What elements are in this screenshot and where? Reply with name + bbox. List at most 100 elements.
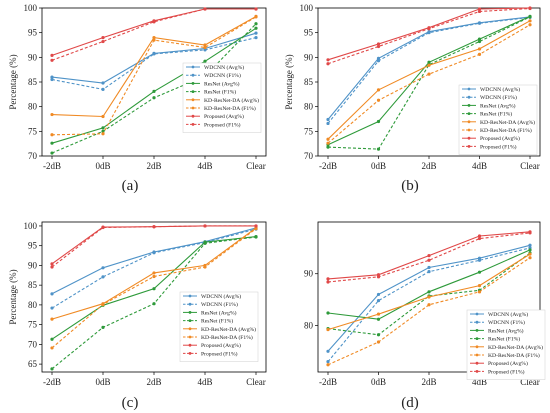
x-tick-label: 4dB (472, 377, 487, 387)
legend-box (458, 84, 538, 155)
data-point (101, 225, 105, 230)
y-tick-label: 95 (304, 28, 314, 38)
y-tick-label: 85 (28, 77, 38, 87)
data-point (427, 265, 431, 270)
x-tick-label: 0dB (371, 161, 386, 171)
y-tick-label: 100 (300, 3, 314, 13)
data-point (528, 248, 532, 252)
data-point (477, 290, 482, 294)
x-tick-label: 2dB (146, 161, 161, 171)
data-point (326, 58, 330, 62)
legend-entry: ResNet (F1%) (204, 89, 236, 96)
data-point (254, 31, 258, 35)
legend-entry: Proposed (Avg%) (488, 360, 528, 367)
data-point (326, 311, 330, 315)
data-point (152, 251, 156, 255)
data-point (326, 62, 330, 66)
data-point (50, 292, 54, 296)
data-point (50, 346, 54, 350)
series-line-8 (327, 7, 531, 65)
panel-caption: (c) (122, 395, 139, 411)
legend-marker (467, 145, 471, 148)
data-point (427, 31, 431, 35)
legend-marker (191, 65, 195, 69)
legend-marker (188, 352, 192, 355)
data-point (376, 340, 381, 344)
data-point (427, 63, 431, 67)
x-tick-label: 2dB (421, 377, 436, 387)
data-point (477, 258, 482, 262)
data-point (254, 224, 258, 228)
data-point (254, 26, 258, 30)
data-point (427, 27, 431, 31)
series-line-6 (327, 257, 531, 366)
series-line-2 (51, 37, 257, 90)
legend-entry: KD-ResNet-DA (F1%) (488, 352, 540, 359)
legend-entry: Proposed (F1%) (480, 143, 517, 150)
data-point (101, 39, 105, 44)
legend-entry: KD-ResNet-DA (F1%) (480, 127, 532, 134)
data-point (50, 151, 54, 155)
data-point (203, 45, 207, 50)
data-point (50, 337, 54, 341)
data-point (477, 7, 482, 11)
data-point (50, 317, 54, 321)
legend-marker (467, 95, 471, 99)
legend-marker (475, 337, 479, 340)
data-point (203, 7, 207, 11)
legend-marker (188, 327, 192, 331)
y-tick-label: 80 (304, 320, 314, 330)
data-point (376, 312, 381, 316)
data-point (376, 56, 381, 60)
data-point (477, 21, 482, 25)
data-point (101, 81, 105, 85)
data-point (152, 287, 156, 291)
x-tick-label: Clear (246, 377, 266, 387)
data-point (152, 271, 156, 275)
legend-entry: ResNet (Avg%) (204, 80, 240, 87)
data-point (254, 235, 258, 239)
data-point (254, 227, 258, 231)
data-point (376, 98, 381, 102)
data-point (376, 147, 381, 151)
legend-entry: ResNet (F1%) (488, 336, 520, 343)
data-point (376, 59, 381, 63)
data-point (254, 36, 258, 40)
legend-entry: Proposed (Avg%) (480, 135, 520, 142)
y-tick-label: 90 (28, 260, 38, 270)
y-tick-label: 75 (28, 320, 38, 330)
data-point (326, 137, 330, 141)
legend: WDCNN (Avg%)WDCNN (F1%)ResNet (Avg%) ResN… (182, 62, 262, 133)
y-tick-label: 95 (28, 28, 38, 38)
legend-entry: WDCNN (F1%) (204, 72, 241, 79)
legend-box (466, 309, 546, 380)
x-tick-label: Clear (520, 161, 540, 171)
legend-marker (191, 90, 195, 93)
data-point (203, 265, 207, 269)
y-tick-label: 70 (28, 151, 38, 161)
data-point (427, 254, 431, 258)
legend-marker (188, 294, 192, 298)
legend-marker (467, 120, 471, 124)
y-tick-label: 85 (304, 77, 314, 87)
legend-entry: ResNet (F1%) (480, 111, 512, 118)
legend-entry: ResNet (Avg%) (201, 309, 237, 316)
legend-entry: KD-ResNet-DA (Avg%) (480, 119, 535, 126)
legend-marker (475, 312, 479, 316)
series-line-8 (327, 232, 531, 283)
legend-marker (467, 136, 471, 140)
legend-marker (475, 320, 479, 324)
data-point (203, 43, 207, 47)
data-point (203, 48, 207, 52)
y-tick-label: 90 (304, 269, 314, 279)
data-point (101, 266, 105, 270)
data-point (376, 292, 381, 297)
data-point (50, 306, 54, 310)
legend-entry: Proposed (F1%) (488, 368, 525, 375)
y-tick-label: 70 (28, 339, 38, 349)
data-point (50, 265, 54, 269)
data-point (477, 236, 482, 241)
legend: WDCNN (Avg%)WDCNN (F1%)ResNet (Avg%) ResN… (466, 309, 546, 380)
data-point (101, 87, 105, 91)
